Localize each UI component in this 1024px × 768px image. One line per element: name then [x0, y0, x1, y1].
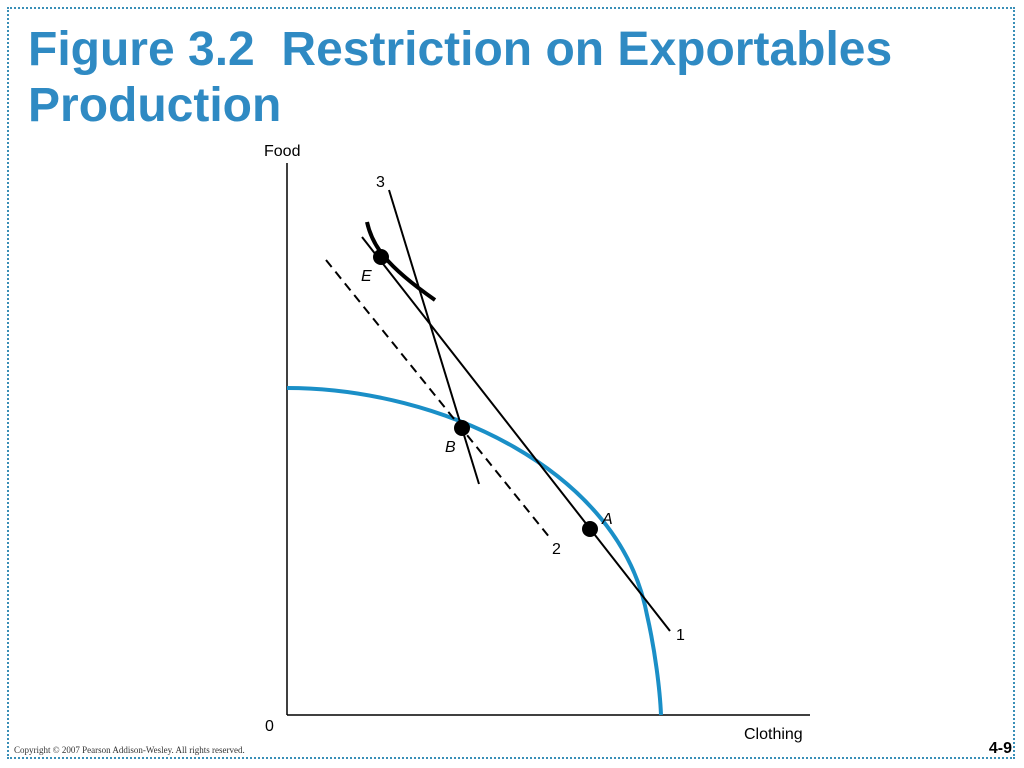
- copyright-notice: Copyright © 2007 Pearson Addison-Wesley.…: [14, 745, 245, 755]
- price-line-1: [361, 236, 671, 632]
- point-b-label: B: [445, 439, 456, 456]
- price-line-2-label: 2: [552, 541, 561, 558]
- point-a-label: A: [601, 511, 613, 528]
- slide-title: Figure 3.2 Restriction on Exportables Pr…: [28, 22, 988, 134]
- point-b-marker: [454, 420, 470, 436]
- origin-label: 0: [265, 718, 274, 735]
- title-line-1: Figure 3.2 Restriction on Exportables: [28, 23, 893, 76]
- point-a-marker: [582, 521, 598, 537]
- price-line-1-label: 1: [676, 627, 685, 644]
- x-axis-label: Clothing: [744, 726, 803, 743]
- slide-number: 4-9: [988, 740, 1012, 757]
- price-line-3-label: 3: [376, 174, 385, 191]
- point-e-label: E: [361, 268, 372, 285]
- production-possibility-frontier: [286, 386, 663, 716]
- point-e-marker: [373, 249, 389, 265]
- y-axis-label: Food: [264, 143, 300, 160]
- slide-border: [7, 7, 1015, 759]
- price-line-3: [388, 189, 480, 485]
- price-line-2: [325, 259, 551, 539]
- title-line-2: Production: [28, 79, 282, 132]
